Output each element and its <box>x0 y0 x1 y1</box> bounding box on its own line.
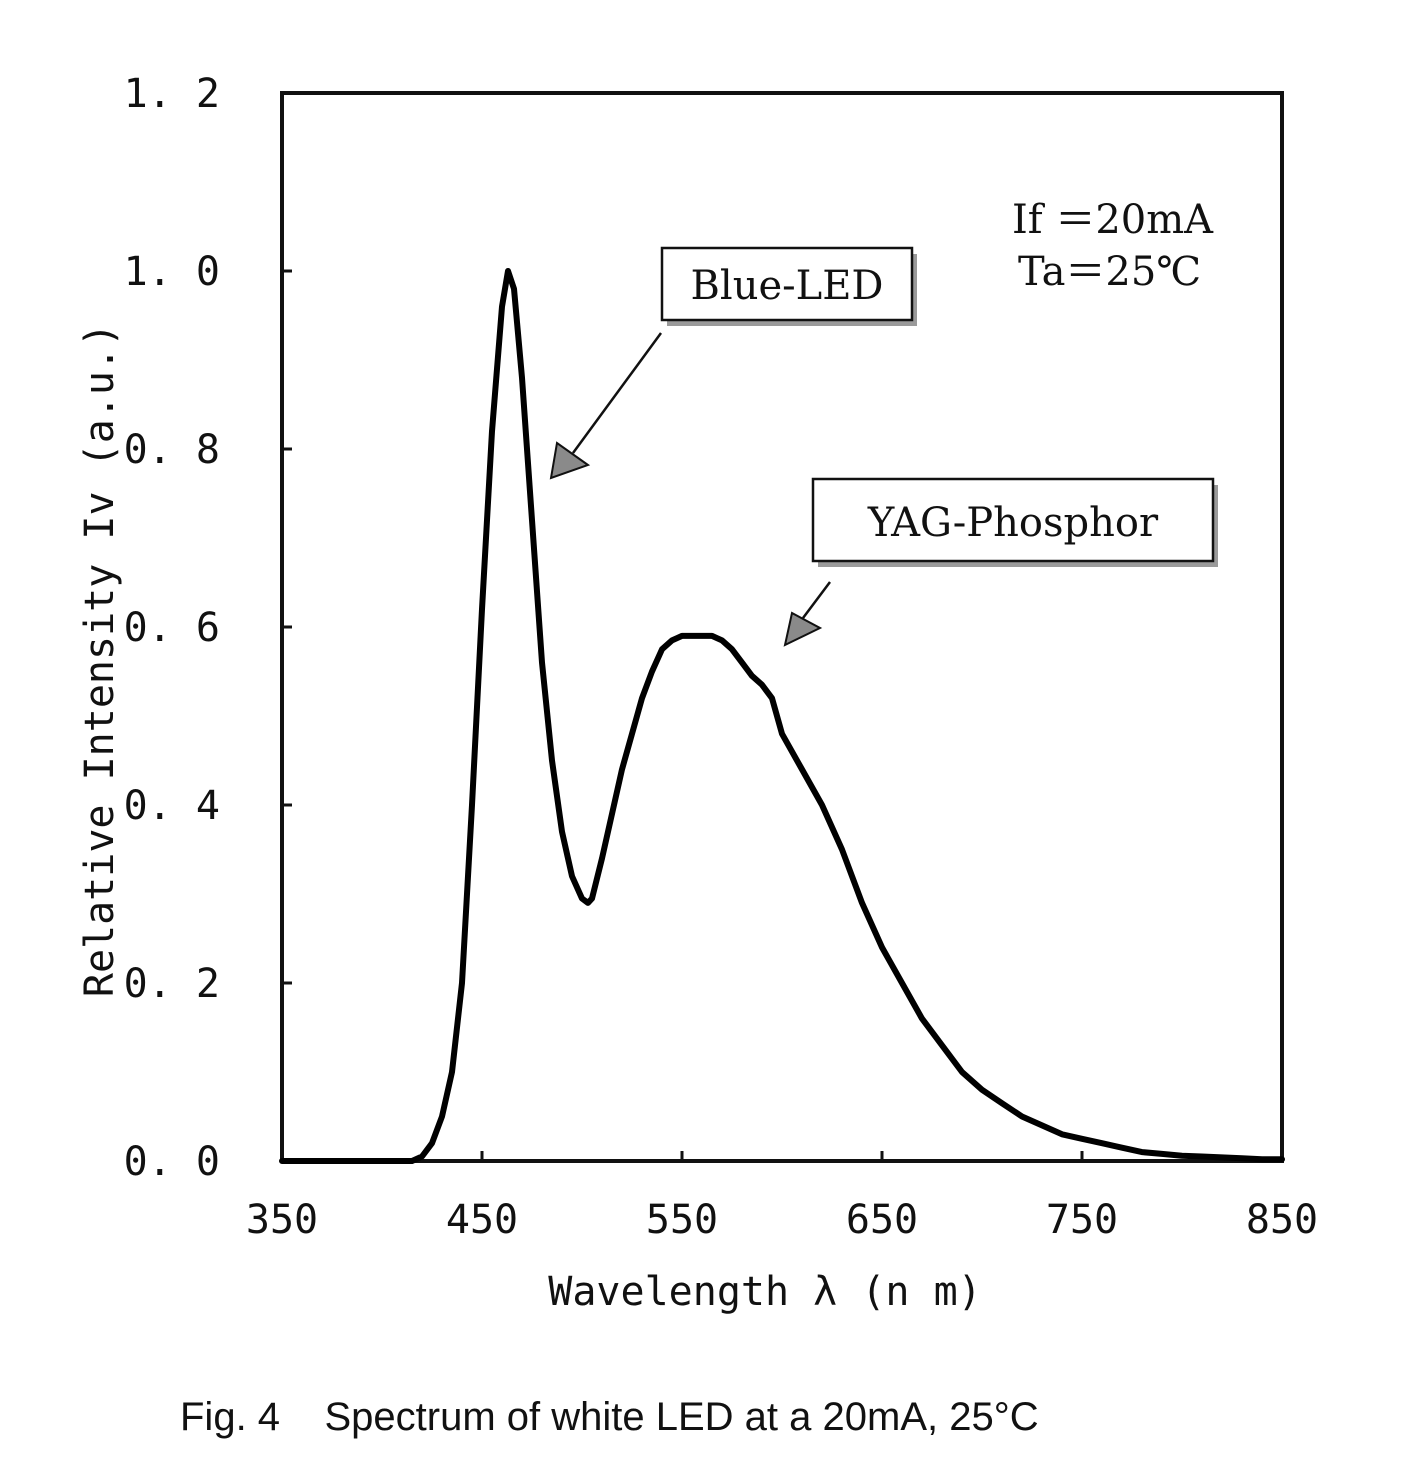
y-tick-label: 0. 2 <box>124 961 220 1007</box>
x-tick-label: 350 <box>246 1197 318 1243</box>
x-axis-ticks: 350 450 550 650 750 850 <box>246 1151 1318 1243</box>
y-tick-label: 1. 0 <box>124 249 220 295</box>
x-tick-label: 750 <box>1046 1197 1118 1243</box>
x-axis-label: Wavelength λ (n m) <box>548 1269 981 1315</box>
y-tick-label: 0. 8 <box>124 427 220 473</box>
y-tick-label: 0. 4 <box>124 783 220 829</box>
spectrum-line <box>279 268 1285 1164</box>
x-tick-label: 850 <box>1246 1197 1318 1243</box>
y-tick-label: 1. 2 <box>124 71 220 117</box>
callout-yag-phosphor: YAG-Phosphor <box>783 477 1218 647</box>
x-tick-label: 550 <box>646 1197 718 1243</box>
y-tick-label: 0. 0 <box>124 1139 220 1185</box>
condition-current: If ＝20mA <box>1012 197 1214 243</box>
y-axis-label: Relative Intensity Iv (a.u.) <box>77 323 123 997</box>
callout-blue-led: Blue-LED <box>549 246 917 480</box>
figure-number: Fig. 4 <box>180 1395 281 1439</box>
callout-blue-led-arrow <box>549 441 591 480</box>
x-tick-label: 450 <box>446 1197 518 1243</box>
condition-temperature: Ta＝25℃ <box>1018 249 1201 295</box>
callout-yag-phosphor-arrow <box>783 611 823 647</box>
spectrum-chart: 0. 0 0. 2 0. 4 0. 6 0. 8 1. 0 1. 2 350 450 550 65… <box>77 71 1318 1315</box>
figure-caption: Fig. 4 Spectrum of white LED at a 20mA, … <box>180 1395 1039 1440</box>
callout-yag-phosphor-label: YAG-Phosphor <box>867 500 1159 546</box>
figure-caption-text: Spectrum of white LED at a 20mA, 25°C <box>324 1395 1039 1439</box>
callout-blue-led-label: Blue-LED <box>691 263 884 309</box>
y-tick-label: 0. 6 <box>124 605 220 651</box>
x-tick-label: 650 <box>846 1197 918 1243</box>
y-axis-ticks: 0. 0 0. 2 0. 4 0. 6 0. 8 1. 0 1. 2 <box>124 71 292 1185</box>
